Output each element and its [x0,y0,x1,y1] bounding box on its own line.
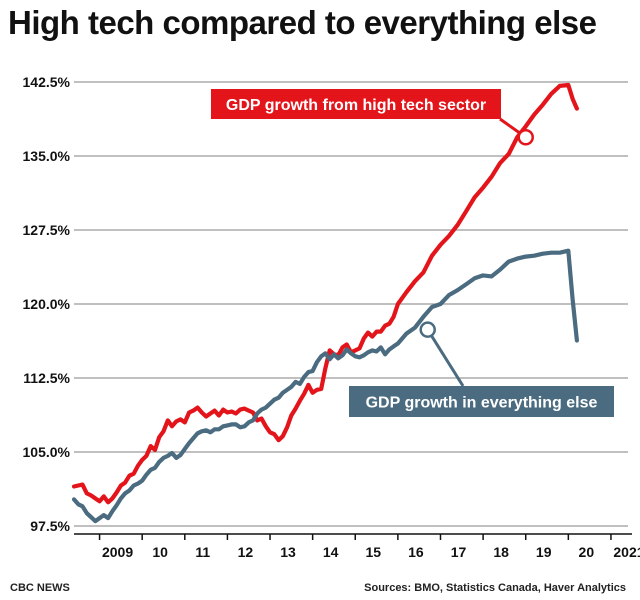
sources-label: Sources: BMO, Statistics Canada, Haver A… [364,582,626,594]
x-tick-label: 13 [280,544,296,560]
x-tick-label: 19 [536,544,552,560]
x-tick-label: 11 [195,544,210,560]
x-tick-label: 2009 [102,544,133,560]
annotation-label-box [211,89,501,119]
y-tick-label: 97.5% [30,518,70,534]
y-tick-label: 112.5% [23,370,70,386]
annotation-marker [517,129,534,146]
y-tick-label: 127.5% [23,222,71,238]
y-tick-label: 120.0% [23,296,71,312]
annotation-marker [419,321,436,338]
series-lines [71,82,580,524]
everything-else-series-line [71,248,580,524]
x-tick-label: 18 [493,544,509,560]
y-axis-ticks: 97.5% 105.0% 112.5% 120.0% 127.5% 135.0% 142.5… [23,74,71,534]
x-tick-label: 17 [451,544,467,560]
x-tick-label: 15 [365,544,381,560]
high-tech-series-line [71,82,580,505]
x-tick-label: 20 [579,544,595,560]
credit-label: CBC NEWS [10,582,70,594]
annotation-label-text: GDP growth in everything else [366,395,598,412]
x-tick-label: 14 [323,544,339,560]
gridlines [74,81,628,527]
annotation-label-text: GDP growth from high tech sector [226,97,486,114]
x-tick-label: 10 [152,544,168,560]
y-tick-label: 142.5% [23,74,71,90]
annotation-leader-line [426,328,465,387]
x-tick-label: 2021 [613,544,640,560]
series-annotations: GDP growth from high tech sector GDP grow… [211,89,614,417]
x-tick-label: 16 [408,544,424,560]
y-tick-label: 135.0% [23,148,71,164]
x-axis: 2009 10 11 12 13 14 15 16 17 18 19 20 2021 [74,533,640,560]
x-tick-label: 12 [238,544,254,560]
chart-title: High tech compared to everything else [8,4,597,41]
annotation-label-box [349,386,614,417]
y-tick-label: 105.0% [23,444,71,460]
